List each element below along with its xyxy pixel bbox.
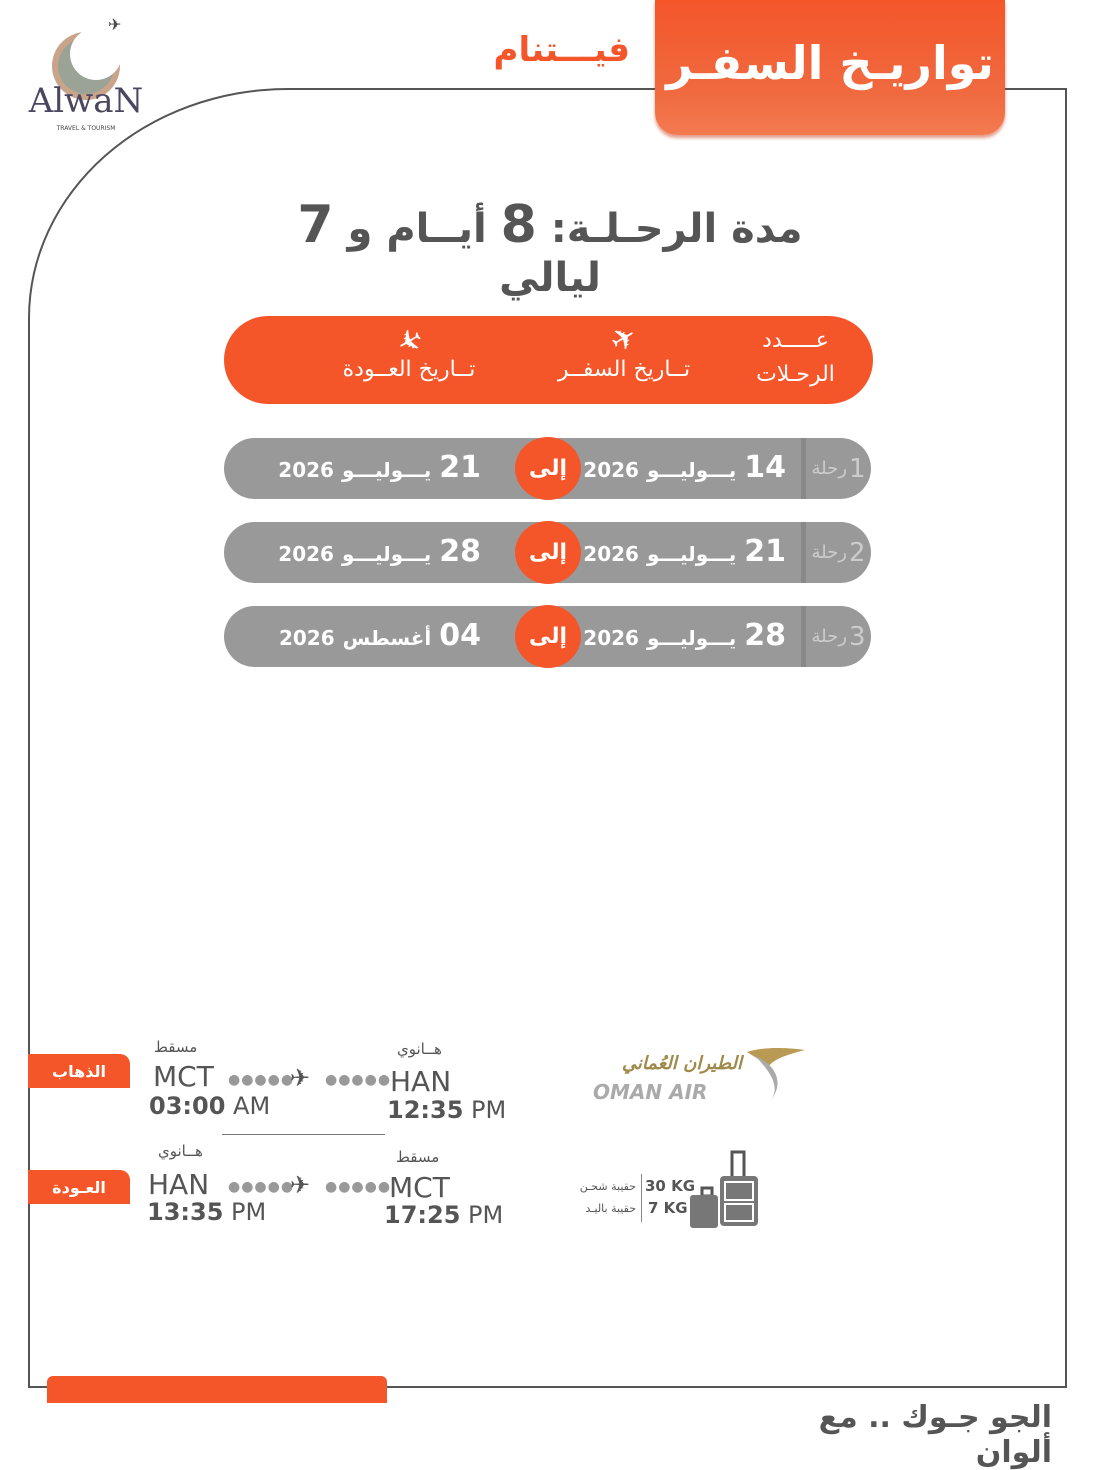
- oman-air-logo-icon: [745, 1046, 807, 1106]
- trips-table-header: عـــــدد الرحـلات ✈ تــاريخ السفــر ✈ تـ…: [224, 316, 873, 404]
- outbound-label: الذهاب: [28, 1054, 130, 1088]
- plane-icon: ✈: [290, 1064, 311, 1092]
- trip-from-day: 14: [744, 450, 786, 485]
- return-label: العـودة: [28, 1170, 130, 1204]
- outbound-to-code: HAN: [390, 1065, 452, 1098]
- plane-icon: ✈: [290, 1171, 311, 1199]
- checked-bag-weight: 30 KG: [645, 1177, 696, 1195]
- svg-text:AlwaN: AlwaN: [28, 81, 144, 121]
- trip-from-month: يـــوليـــو: [646, 542, 737, 566]
- outbound-to-time: 12:35 PM: [387, 1096, 507, 1124]
- return-to-code: MCT: [389, 1171, 450, 1204]
- trip-number: رحلة 2: [801, 522, 871, 583]
- trip-to-day: 21: [439, 450, 481, 485]
- luggage-icon: [688, 1150, 762, 1234]
- outbound-from-time: 03:00 AM: [149, 1092, 271, 1120]
- svg-text:✈: ✈: [108, 15, 121, 34]
- checked-bag-label: حقيبة شحـن: [579, 1180, 636, 1193]
- duration-days-word: أيــام و: [347, 206, 487, 252]
- return-from-code: HAN: [148, 1168, 210, 1201]
- route-dots: ●●●●●: [228, 1072, 295, 1088]
- trip-row: رحلة 2 21 يـــوليـــو 2026 إلى 28 يـــوليـــ…: [224, 521, 871, 584]
- trip-departure-date: 14 يـــوليـــو 2026: [583, 450, 786, 485]
- trip-return-date: 04 أغسطس 2026: [279, 618, 481, 653]
- route-dots: ●●●●●: [325, 1072, 392, 1088]
- trip-from-year: 2026: [583, 542, 639, 566]
- header-return-label: تــاريخ العــودة: [342, 357, 476, 382]
- trip-from-month: يـــوليـــو: [646, 458, 737, 482]
- trip-duration: مدة الرحـلـة: 8 أيــام و 7 ليالي: [250, 195, 850, 301]
- to-badge: إلى: [515, 437, 581, 500]
- trip-from-day: 21: [744, 534, 786, 569]
- flights-divider: [222, 1134, 385, 1135]
- cabin-bag-label: حقيبة باليـد: [585, 1202, 636, 1215]
- trip-return-date: 28 يـــوليـــو 2026: [278, 534, 481, 569]
- accent-bar: [47, 1376, 387, 1403]
- duration-label: مدة الرحـلـة:: [550, 206, 803, 252]
- return-from-city: هــانوي: [158, 1142, 203, 1160]
- return-to-city: مسقط: [396, 1148, 440, 1166]
- svg-text:TRAVEL & TOURISM: TRAVEL & TOURISM: [56, 125, 116, 132]
- header-return: ✈ تــاريخ العــودة: [329, 318, 489, 382]
- outbound-to-city: هــانوي: [397, 1040, 442, 1058]
- trip-from-year: 2026: [583, 458, 639, 482]
- trip-label: رحلة: [811, 626, 847, 647]
- return-to-time: 17:25 PM: [384, 1201, 504, 1229]
- destination-country: فيـــتنام: [493, 30, 630, 70]
- trip-from-year: 2026: [583, 626, 639, 650]
- trip-from-month: يـــوليـــو: [646, 626, 737, 650]
- trip-departure-date: 28 يـــوليـــو 2026: [583, 618, 786, 653]
- trip-to-month: يـــوليـــو: [341, 542, 432, 566]
- trip-row: رحلة 1 14 يـــوليـــو 2026 إلى 21 يـــوليـــ…: [224, 437, 871, 500]
- return-from-time: 13:35 PM: [147, 1198, 267, 1226]
- trip-to-year: 2026: [278, 542, 334, 566]
- trip-num: 3: [848, 621, 866, 652]
- header-trip-count: عـــــدد الرحـلات: [756, 328, 835, 387]
- baggage-divider: [641, 1174, 642, 1222]
- alwan-logo: ✈ AlwaN TRAVEL & TOURISM: [24, 14, 148, 140]
- trip-to-year: 2026: [278, 458, 334, 482]
- cabin-bag-weight: 7 KG: [648, 1199, 688, 1217]
- trip-to-day: 04: [439, 618, 481, 653]
- page-title: تواريـخ السفـر: [655, 0, 1005, 135]
- trip-return-date: 21 يـــوليـــو 2026: [278, 450, 481, 485]
- route-dots: ●●●●●: [228, 1179, 295, 1195]
- airline-name-ar: الطيران العُماني: [621, 1053, 742, 1074]
- trip-label: رحلة: [811, 542, 847, 563]
- content-frame: [28, 88, 1067, 1388]
- airline-name-en: OMAN AIR: [593, 1080, 708, 1104]
- trip-num: 2: [848, 537, 866, 568]
- trip-departure-date: 21 يـــوليـــو 2026: [583, 534, 786, 569]
- trip-to-month: أغسطس: [342, 626, 432, 650]
- header-departure: ✈ تــاريخ السفــر: [544, 318, 704, 382]
- duration-nights: 7: [297, 195, 334, 255]
- trip-from-day: 28: [744, 618, 786, 653]
- to-badge: إلى: [515, 605, 581, 668]
- trip-number: رحلة 3: [801, 606, 871, 667]
- trip-to-year: 2026: [278, 626, 335, 650]
- outbound-from-city: مسقط: [154, 1038, 198, 1056]
- duration-days: 8: [500, 195, 537, 255]
- outbound-from-code: MCT: [153, 1060, 214, 1093]
- to-badge: إلى: [515, 521, 581, 584]
- trip-row: رحلة 3 28 يـــوليـــو 2026 إلى 04 أغسطس 2026: [224, 605, 871, 668]
- header-departure-label: تــاريخ السفــر: [557, 357, 691, 382]
- duration-nights-word: ليالي: [499, 255, 601, 301]
- route-dots: ●●●●●: [325, 1179, 392, 1195]
- trip-to-day: 28: [439, 534, 481, 569]
- trip-to-month: يـــوليـــو: [341, 458, 432, 482]
- trip-number: رحلة 1: [801, 438, 871, 499]
- trip-label: رحلة: [811, 458, 847, 479]
- trip-num: 1: [848, 453, 866, 484]
